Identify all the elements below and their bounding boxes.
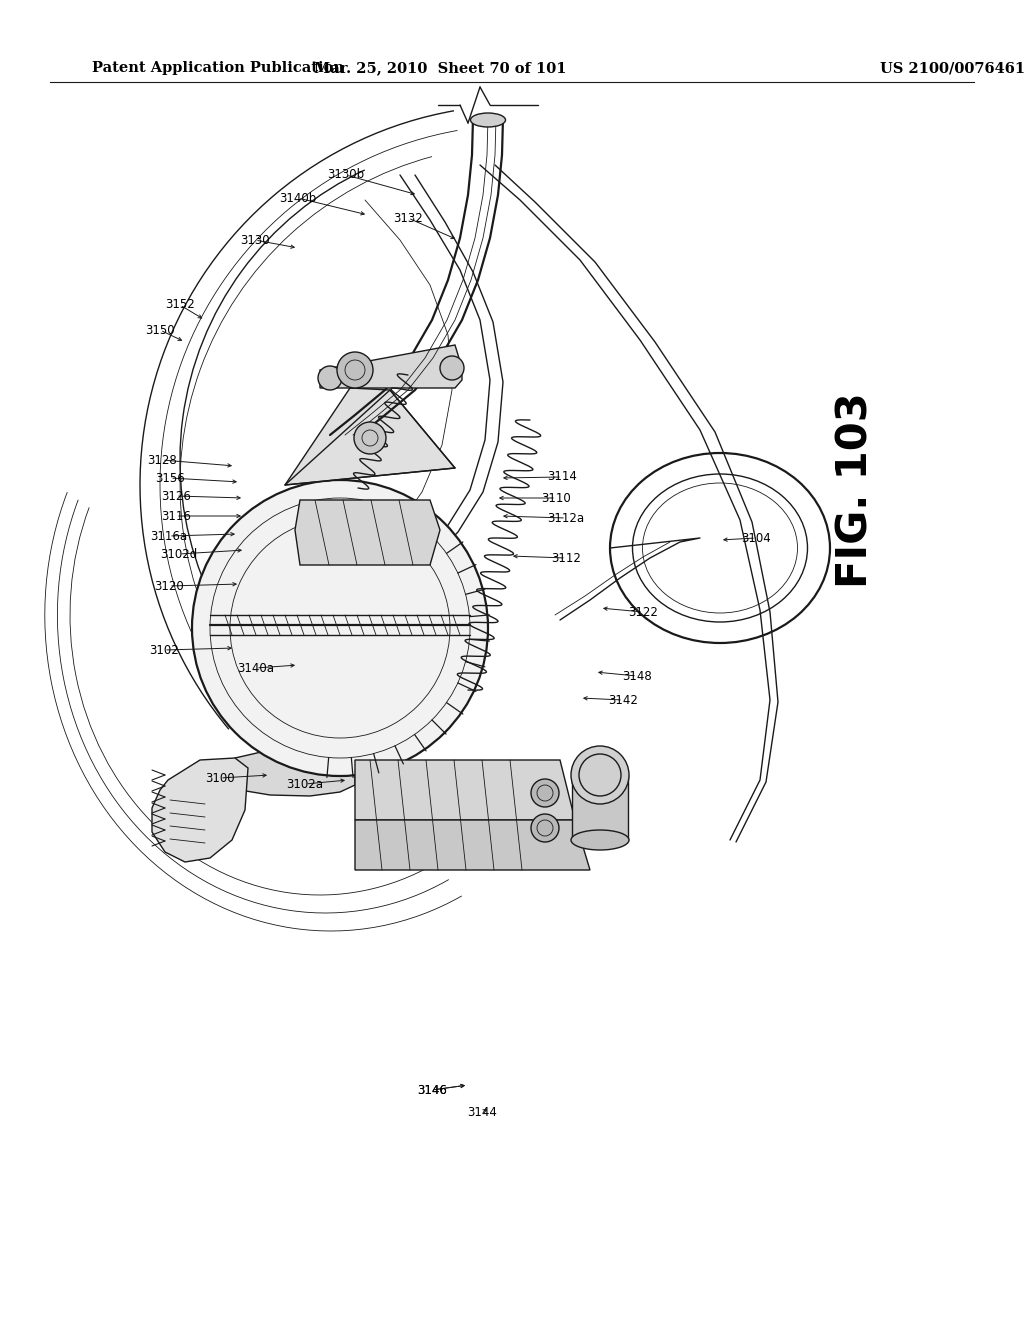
Text: 3122: 3122 — [628, 606, 658, 619]
Ellipse shape — [571, 830, 629, 850]
Polygon shape — [152, 758, 248, 862]
Text: 3146: 3146 — [417, 1084, 446, 1097]
Text: 3112a: 3112a — [548, 511, 585, 524]
Text: 3100: 3100 — [205, 771, 234, 784]
Polygon shape — [285, 388, 455, 484]
Text: 3140a: 3140a — [238, 661, 274, 675]
Polygon shape — [228, 750, 355, 796]
Text: 3120: 3120 — [155, 579, 184, 593]
Circle shape — [354, 422, 386, 454]
Circle shape — [318, 366, 342, 389]
Text: 3142: 3142 — [608, 693, 638, 706]
Polygon shape — [572, 775, 628, 840]
Circle shape — [531, 814, 559, 842]
Text: 3144: 3144 — [467, 1106, 497, 1118]
Text: 3140b: 3140b — [280, 191, 316, 205]
Text: 3104: 3104 — [741, 532, 771, 544]
Circle shape — [440, 356, 464, 380]
Circle shape — [337, 352, 373, 388]
Text: FIG. 103: FIG. 103 — [834, 392, 876, 587]
Text: 3150: 3150 — [145, 323, 175, 337]
Text: 3112: 3112 — [551, 552, 581, 565]
Text: 3102d: 3102d — [161, 548, 198, 561]
Text: 3148: 3148 — [623, 669, 652, 682]
Polygon shape — [295, 500, 440, 565]
Circle shape — [531, 779, 559, 807]
Ellipse shape — [571, 746, 629, 804]
Text: 3132: 3132 — [393, 211, 423, 224]
Text: 3102: 3102 — [150, 644, 179, 656]
Text: 3130: 3130 — [241, 234, 269, 247]
Polygon shape — [355, 820, 590, 870]
Text: 3130b: 3130b — [328, 169, 365, 181]
Text: 3114: 3114 — [547, 470, 577, 483]
Text: 3116: 3116 — [161, 510, 190, 523]
Polygon shape — [319, 345, 462, 388]
Text: 3102a: 3102a — [287, 777, 324, 791]
Ellipse shape — [470, 114, 506, 127]
Text: 3110: 3110 — [541, 491, 570, 504]
Circle shape — [193, 480, 488, 776]
Text: 3116a: 3116a — [151, 529, 187, 543]
Text: 3128: 3128 — [147, 454, 177, 466]
Polygon shape — [355, 760, 575, 820]
Text: 3146: 3146 — [417, 1084, 446, 1097]
Text: US 2100/0076461 A1: US 2100/0076461 A1 — [880, 61, 1024, 75]
Text: Mar. 25, 2010  Sheet 70 of 101: Mar. 25, 2010 Sheet 70 of 101 — [313, 61, 566, 75]
Text: Patent Application Publication: Patent Application Publication — [92, 61, 344, 75]
Text: 3152: 3152 — [165, 298, 195, 312]
Text: 3126: 3126 — [161, 490, 190, 503]
Text: 3156: 3156 — [155, 471, 185, 484]
